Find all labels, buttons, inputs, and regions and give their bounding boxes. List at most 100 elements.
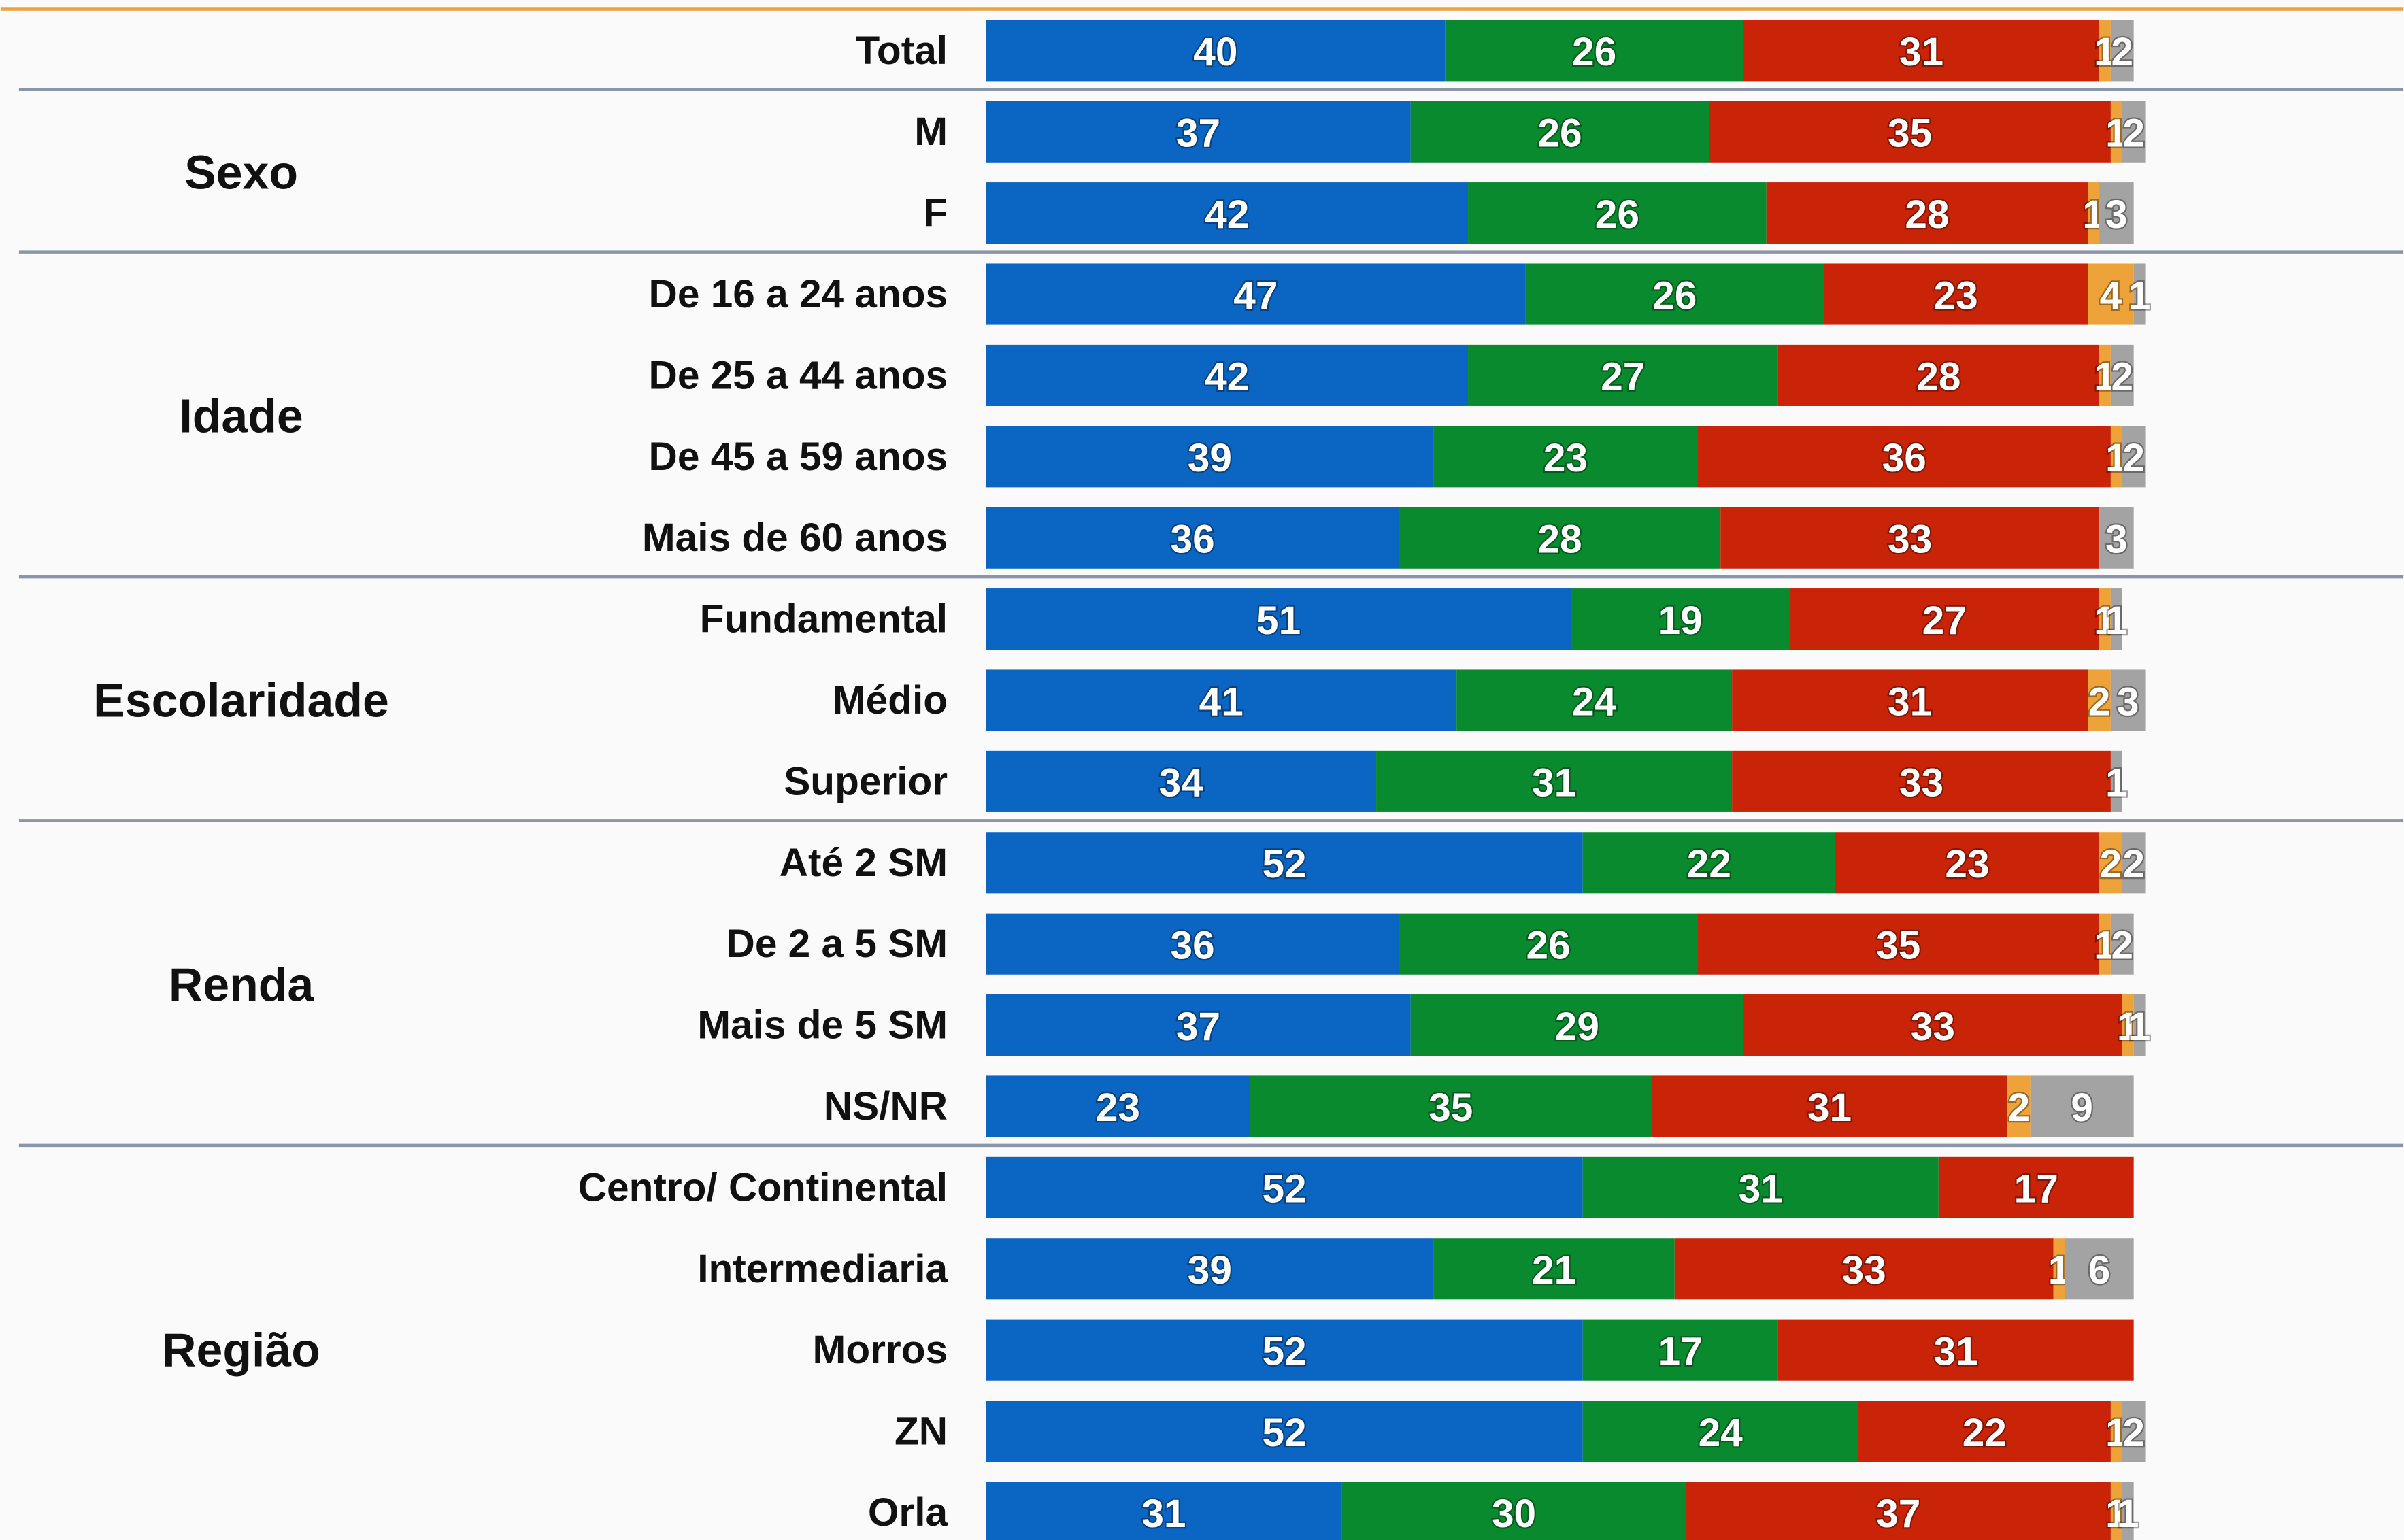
bar-segment: [2065, 1238, 2134, 1300]
value-label: 2: [2122, 1411, 2145, 1455]
bar-segment: [1835, 832, 2100, 894]
category-label: F: [923, 191, 948, 235]
bar-segment: [2122, 832, 2146, 894]
value-label: 31: [1807, 1086, 1852, 1130]
bar-segment: [1732, 750, 2111, 812]
bar-segment: [1433, 1238, 1675, 1300]
bar-segment: [986, 20, 1446, 82]
bar-segment: [1456, 669, 1733, 731]
value-label: 31: [1141, 1492, 1186, 1536]
category-label: Centro/ Continental: [578, 1165, 948, 1209]
bar-segment: [986, 1238, 1434, 1300]
category-label: De 2 a 5 SM: [727, 922, 948, 966]
bar-segment: [986, 507, 1399, 569]
bar-segment: [1399, 507, 1721, 569]
bar-segment: [2133, 994, 2146, 1056]
value-label: 26: [1595, 192, 1639, 237]
bar-segment: [1938, 1156, 2134, 1218]
bar-segment: [986, 1075, 1250, 1137]
group-label: Escolaridade: [93, 674, 389, 727]
bar-segment: [986, 344, 1469, 406]
category-label: Médio: [833, 678, 948, 722]
bar-segment: [2122, 1482, 2134, 1540]
category-label: Orla: [868, 1490, 948, 1535]
bar-segment: [2122, 1401, 2146, 1462]
value-label: 2: [2122, 111, 2145, 155]
category-label: Mais de 5 SM: [697, 1003, 948, 1048]
bar-segment: [2088, 263, 2134, 325]
value-label: 2: [2100, 842, 2122, 886]
bar-segment: [2110, 913, 2134, 975]
category-label: Fundamental: [700, 597, 948, 641]
value-label: 31: [1532, 761, 1576, 805]
bar-segment: [1341, 1482, 1686, 1540]
bar-segment: [2110, 669, 2146, 731]
bar-segment: [2007, 1075, 2031, 1137]
value-label: 23: [1945, 842, 1989, 886]
value-label: 34: [1159, 761, 1204, 805]
bar-segment: [1445, 20, 1743, 82]
bar-segment: [1468, 182, 1767, 244]
value-label: 39: [1188, 1248, 1232, 1292]
category-label: Intermediaria: [697, 1247, 948, 1291]
bar-segment: [2030, 1075, 2134, 1137]
value-label: 26: [1572, 30, 1616, 74]
bar-segment: [1858, 1401, 2111, 1462]
bar-segment: [986, 1156, 1583, 1218]
value-label: 1: [2105, 761, 2128, 805]
value-label: 2: [2008, 1086, 2031, 1130]
value-label: 2: [2088, 680, 2111, 724]
value-label: 33: [1911, 1005, 1955, 1049]
bar-segment: [1720, 507, 2100, 569]
value-label: 52: [1262, 1167, 1306, 1211]
bar-segment: [986, 832, 1583, 894]
value-label: 9: [2071, 1086, 2093, 1130]
bar-segment: [986, 426, 1434, 488]
bar-segment: [986, 994, 1411, 1056]
bar-segment: [1697, 426, 2111, 488]
bar-segment: [986, 1482, 1342, 1540]
bar-segment: [1525, 263, 1824, 325]
value-label: 17: [1658, 1329, 1703, 1373]
value-label: 24: [1699, 1411, 1743, 1455]
value-label: 26: [1526, 923, 1571, 967]
category-label: ZN: [895, 1409, 948, 1454]
value-label: 29: [1555, 1005, 1599, 1049]
value-label: 42: [1205, 355, 1249, 399]
value-label: 23: [1543, 436, 1588, 480]
bar-segment: [2110, 750, 2122, 812]
value-label: 26: [1652, 273, 1697, 318]
value-label: 26: [1537, 111, 1582, 155]
value-label: 37: [1176, 111, 1220, 155]
value-label: 33: [1842, 1248, 1886, 1292]
group-label: Idade: [179, 390, 303, 443]
bar-segment: [986, 101, 1411, 163]
value-label: 1: [2117, 1492, 2139, 1536]
value-label: 21: [1532, 1248, 1576, 1292]
bar-segment: [1250, 1075, 1652, 1137]
bar-segment: [2099, 913, 2111, 975]
value-label: 22: [1963, 1411, 2007, 1455]
bar-segment: [2110, 101, 2122, 163]
bar-segment: [2122, 426, 2146, 488]
value-label: 37: [1876, 1492, 1920, 1536]
bar-segment: [1433, 426, 1698, 488]
category-label: De 16 a 24 anos: [649, 272, 948, 316]
value-label: 27: [1922, 599, 1967, 643]
value-label: 42: [1205, 192, 1249, 237]
bar-segment: [1410, 101, 1709, 163]
category-label: De 45 a 59 anos: [649, 435, 948, 479]
value-label: 41: [1199, 680, 1243, 724]
bar-segment: [2099, 832, 2122, 894]
bar-segment: [1766, 182, 2088, 244]
value-label: 1: [2128, 1005, 2151, 1049]
value-label: 51: [1256, 599, 1301, 643]
bar-segment: [2122, 101, 2146, 163]
bar-segment: [1582, 1319, 1778, 1381]
bar-segment: [986, 1401, 1583, 1462]
bar-segment: [2110, 426, 2122, 488]
bar-segment: [1582, 1156, 1939, 1218]
bar-segment: [986, 913, 1399, 975]
value-label: 22: [1687, 842, 1731, 886]
